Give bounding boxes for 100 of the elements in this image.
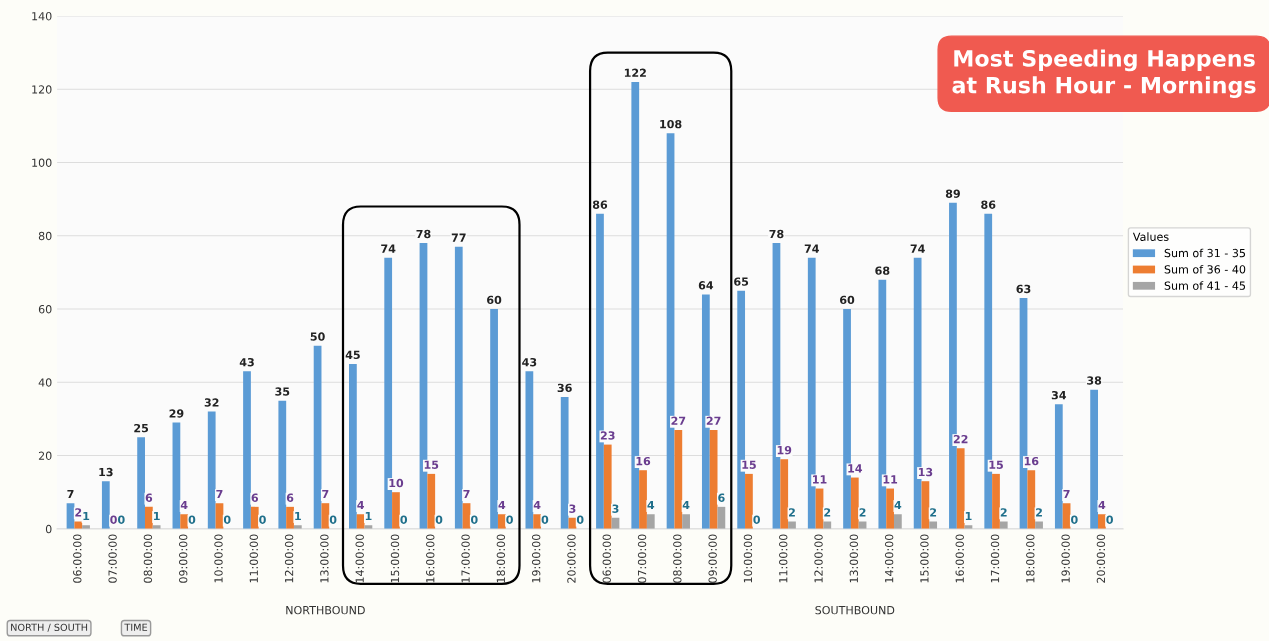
bar (788, 521, 796, 529)
bar (243, 371, 251, 529)
data-label: 34 (1051, 390, 1067, 400)
data-label: 78 (416, 229, 431, 239)
x-tick-label: 15:00:00 (390, 534, 400, 583)
x-tick-label: 10:00:00 (214, 534, 223, 583)
bar (321, 503, 330, 529)
data-label: 29 (169, 409, 184, 418)
x-tick-label: 19:00:00 (1061, 534, 1070, 583)
bar (180, 514, 189, 529)
legend-label: Sum of 36 - 40 (1164, 264, 1246, 274)
data-label: 74 (804, 244, 819, 253)
x-tick-label: 19:00:00 (531, 534, 541, 583)
data-label: 60 (840, 295, 855, 305)
text: TIME (124, 623, 148, 631)
data-label: 3 (612, 504, 619, 513)
bar (207, 411, 216, 529)
data-label: 13 (918, 467, 933, 477)
data-label: 2 (824, 508, 831, 517)
data-label: 23 (600, 431, 615, 440)
data-label: 65 (734, 277, 749, 286)
data-label: 89 (945, 189, 960, 198)
bar (886, 488, 894, 529)
bar (250, 506, 259, 529)
bar (893, 514, 902, 529)
data-label: 4 (180, 500, 188, 510)
data-label: 74 (381, 244, 396, 253)
bar (929, 521, 938, 529)
y-tick-label: 80 (38, 231, 52, 241)
data-label: 2 (930, 508, 937, 517)
bar (745, 473, 753, 529)
data-label: 0 (400, 515, 408, 524)
x-tick-label: 09:00:00 (708, 534, 717, 583)
data-label: 74 (910, 244, 925, 253)
x-tick-label: 08:00:00 (143, 534, 153, 583)
bar (349, 364, 357, 529)
data-label: 0 (329, 515, 337, 524)
data-label: 7 (463, 490, 470, 499)
data-label: 4 (894, 500, 902, 510)
data-label: 0 (541, 515, 549, 524)
bar (313, 345, 322, 529)
data-label: 122 (624, 68, 646, 77)
data-label: 16 (636, 456, 651, 466)
bar (137, 437, 145, 529)
data-label: 6 (286, 493, 294, 502)
data-label: 15 (424, 460, 439, 469)
data-label: 15 (989, 460, 1003, 469)
data-label: 14 (848, 464, 863, 473)
bar (823, 521, 832, 529)
data-label: 11 (883, 475, 898, 484)
x-tick-label: 06:00:00 (602, 534, 611, 583)
bar (992, 473, 1000, 529)
x-tick-label: 08:00:00 (673, 534, 682, 583)
data-label: 2 (1000, 508, 1007, 517)
x-tick-label: 15:00:00 (920, 534, 929, 583)
x-tick-label: 12:00:00 (814, 534, 823, 583)
bar (490, 309, 498, 529)
bar (850, 477, 859, 529)
data-label: 27 (671, 416, 686, 425)
x-tick-label: 17:00:00 (990, 534, 1000, 583)
data-label: 36 (557, 383, 572, 393)
data-label: 2 (1036, 508, 1042, 517)
data-label: 11 (813, 475, 827, 484)
bar (956, 448, 965, 529)
data-label: 16 (1024, 456, 1039, 466)
data-label: 1 (154, 511, 160, 521)
data-label: 6 (251, 493, 259, 502)
bar (639, 470, 647, 529)
data-label: 4 (498, 500, 506, 510)
data-label: 43 (239, 357, 254, 367)
bar (74, 521, 83, 529)
data-label: 15 (742, 460, 756, 469)
data-label: 7 (67, 490, 74, 499)
data-label: 86 (981, 200, 996, 209)
data-label: 1 (83, 511, 90, 521)
data-label: 60 (487, 295, 502, 305)
x-tick-label: 18:00:00 (496, 534, 506, 583)
y-tick-label: 60 (38, 305, 52, 314)
legend-label: Sum of 41 - 45 (1164, 281, 1246, 290)
text: NORTHBOUND (286, 605, 365, 615)
text: NORTH / SOUTH (11, 623, 88, 632)
y-tick-label: 140 (32, 12, 52, 21)
bar (999, 521, 1008, 529)
data-label: 0 (223, 515, 231, 524)
data-label: 27 (706, 416, 721, 425)
data-label: 2 (859, 508, 866, 517)
data-label: 22 (953, 434, 968, 444)
bar (1027, 470, 1036, 529)
bar (101, 481, 110, 529)
bar (709, 429, 718, 529)
data-label: 2 (789, 508, 795, 517)
data-label: 0 (1071, 515, 1078, 524)
data-label: 0 (753, 515, 761, 524)
x-tick-label: 11:00:00 (249, 534, 258, 583)
data-label: 0 (1106, 515, 1113, 524)
x-tick-label: 13:00:00 (320, 534, 329, 583)
x-tick-label: 07:00:00 (637, 534, 647, 583)
bar (1090, 389, 1098, 529)
data-label: 0 (259, 515, 266, 524)
annotation: Most Speeding Happens at Rush Hour - Mornings (952, 49, 1256, 98)
